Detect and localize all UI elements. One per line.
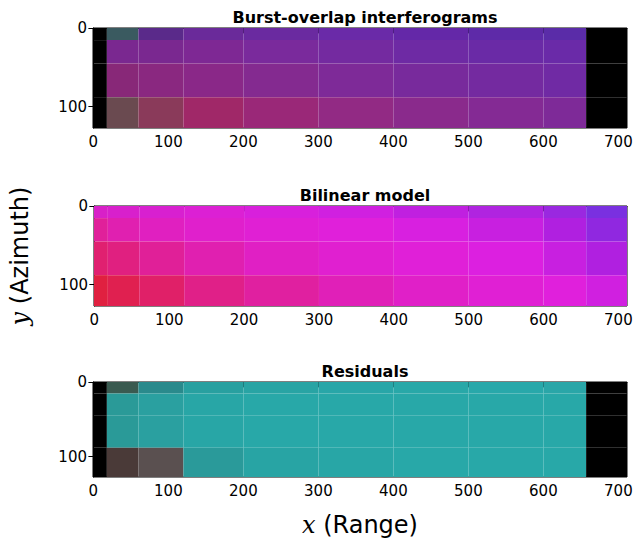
svg-text:Residuals: Residuals [322,362,409,381]
svg-text:100: 100 [58,98,87,116]
svg-text:200: 200 [230,311,259,329]
svg-text:Bilinear model: Bilinear model [300,186,431,205]
svg-text:100: 100 [58,448,87,466]
svg-text:0: 0 [78,197,88,215]
svg-text:500: 500 [454,133,483,151]
svg-text:200: 200 [229,133,258,151]
svg-text:700: 700 [604,133,633,151]
svg-text:500: 500 [454,311,483,329]
svg-text:700: 700 [604,311,633,329]
svg-text:400: 400 [379,133,408,151]
svg-text:300: 300 [305,311,334,329]
svg-text:300: 300 [304,133,333,151]
svg-text:700: 700 [604,482,633,500]
svg-text:0: 0 [77,373,87,391]
svg-text:y: y [6,311,34,326]
svg-text:0: 0 [77,19,87,37]
svg-text:0: 0 [90,311,100,329]
svg-text:400: 400 [379,311,408,329]
svg-text:0: 0 [89,133,99,151]
svg-text:0: 0 [89,482,99,500]
svg-text:(Azimuth): (Azimuth) [6,187,34,312]
svg-text:500: 500 [454,482,483,500]
svg-text:100: 100 [154,133,183,151]
svg-text:600: 600 [529,482,558,500]
svg-text:600: 600 [529,133,558,151]
svg-text:Burst-overlap interferograms: Burst-overlap interferograms [232,8,497,27]
svg-text:300: 300 [304,482,333,500]
svg-text:(Range): (Range) [316,511,418,538]
svg-text:100: 100 [155,311,184,329]
svg-text:400: 400 [379,482,408,500]
svg-text:200: 200 [229,482,258,500]
svg-text:600: 600 [529,311,558,329]
svg-text:100: 100 [154,482,183,500]
svg-text:100: 100 [59,276,88,294]
svg-text:x: x [302,511,316,538]
